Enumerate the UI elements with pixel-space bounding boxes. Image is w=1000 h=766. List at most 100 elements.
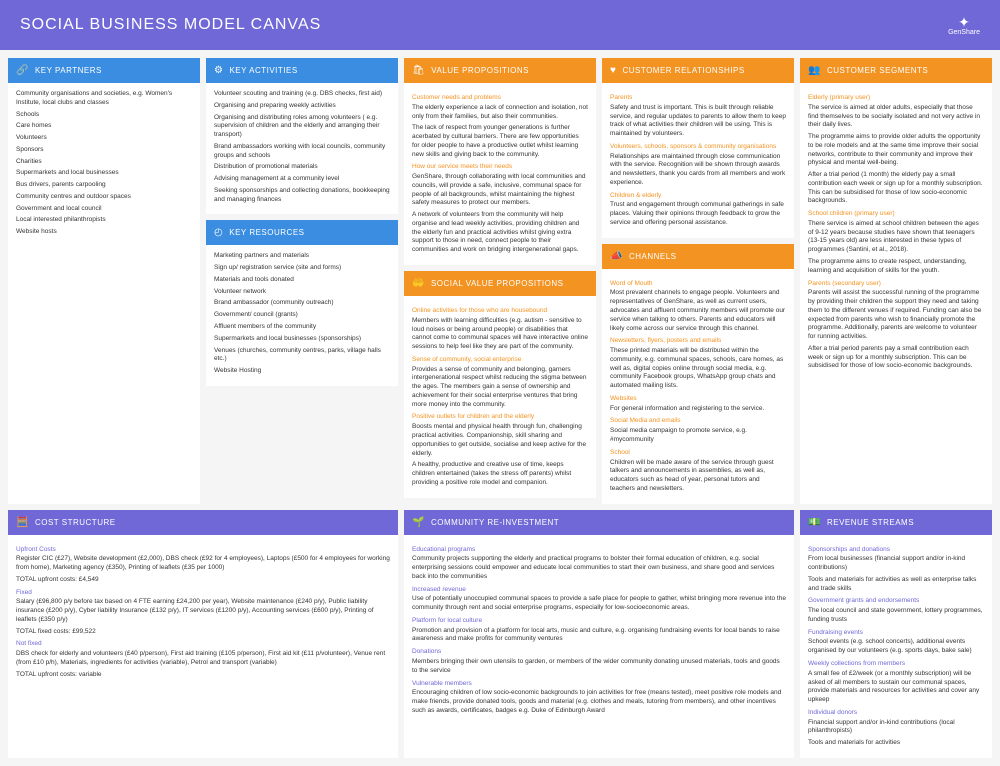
text: GenShare, through collaborating with loc… xyxy=(412,173,588,208)
card-body: Sponsorships and donations From local bu… xyxy=(800,535,992,758)
subhead: How our service meets their needs xyxy=(412,163,588,172)
text: Members bringing their own utensils to g… xyxy=(412,658,786,676)
card-header: 🛍 VALUE PROPOSITIONS xyxy=(404,58,596,83)
card-header: ⚙ KEY ACTIVITIES xyxy=(206,58,398,83)
text: Promotion and provision of a platform fo… xyxy=(412,627,786,645)
list-item: Website Hosting xyxy=(214,367,390,376)
card-body: Volunteer scouting and training (e.g. DB… xyxy=(206,83,398,214)
card-body: Word of Mouth Most prevalent channels to… xyxy=(602,269,794,504)
subhead: Individual donors xyxy=(808,709,984,718)
card-customer-segments: 👥 CUSTOMER SEGMENTS Elderly (primary use… xyxy=(800,58,992,504)
text: A network of volunteers from the communi… xyxy=(412,211,588,255)
hands-icon: 🤲 xyxy=(412,278,425,289)
list-item: Care homes xyxy=(16,122,192,131)
total: TOTAL upfront costs: variable xyxy=(16,671,390,680)
text: For general information and registering … xyxy=(610,405,786,414)
card-body: Online activities for those who are hous… xyxy=(404,296,596,498)
list-item: Advising management at a community level xyxy=(214,175,390,184)
list-item: Schools xyxy=(16,111,192,120)
card-body: Community organisations and societies, e… xyxy=(8,83,200,504)
subhead: Customer needs and problems xyxy=(412,94,588,103)
list-item: Seeking sponsorships and collecting dona… xyxy=(214,187,390,205)
card-body: Upfront Costs Register CIC (£27), Websit… xyxy=(8,535,398,758)
partners-list: Community organisations and societies, e… xyxy=(16,90,192,237)
list-item: Brand ambassador (community outreach) xyxy=(214,299,390,308)
text: Financial support and/or in-kind contrib… xyxy=(808,719,984,737)
total: TOTAL upfront costs: £4,549 xyxy=(16,576,390,585)
card-title: COST STRUCTURE xyxy=(35,518,116,527)
brand-name: GenShare xyxy=(948,29,980,36)
card-value-propositions: 🛍 VALUE PROPOSITIONS Customer needs and … xyxy=(404,58,596,265)
list-item: Government and local council xyxy=(16,205,192,214)
list-item: Distribution of promotional materials xyxy=(214,163,390,172)
card-social-value: 🤲 SOCIAL VALUE PROPOSITIONS Online activ… xyxy=(404,271,596,498)
card-title: CHANNELS xyxy=(629,252,677,261)
heart-icon: ♥ xyxy=(610,65,616,76)
subhead: Weekly collections from members xyxy=(808,660,984,669)
list-item: Volunteer network xyxy=(214,288,390,297)
col-relationships-channels: ♥ CUSTOMER RELATIONSHIPS Parents Safety … xyxy=(602,58,794,504)
subhead: Fixed xyxy=(16,589,390,598)
briefcase-icon: 🛍 xyxy=(412,65,425,76)
text: A healthy, productive and creative use o… xyxy=(412,461,588,487)
subhead: School children (primary user) xyxy=(808,210,984,219)
subhead: Online activities for those who are hous… xyxy=(412,307,588,316)
card-body: Marketing partners and materialsSign up/… xyxy=(206,245,398,385)
text: Salary (£96,800 p/y before tax based on … xyxy=(16,598,390,624)
list-item: Community centres and outdoor spaces xyxy=(16,193,192,202)
card-title: KEY PARTNERS xyxy=(35,66,102,75)
card-header: ♥ CUSTOMER RELATIONSHIPS xyxy=(602,58,794,83)
text: Children will be made aware of the servi… xyxy=(610,459,786,494)
money-icon: 💵 xyxy=(808,517,821,528)
card-key-partners: 🔗 KEY PARTNERS Community organisations a… xyxy=(8,58,200,504)
subhead: Websites xyxy=(610,395,786,404)
card-cost-structure: 🧮 COST STRUCTURE Upfront Costs Register … xyxy=(8,510,398,758)
text: The programme aims to provide older adul… xyxy=(808,133,984,168)
subhead: Educational programs xyxy=(412,546,786,555)
text: After a trial period parents pay a small… xyxy=(808,345,984,371)
list-item: Volunteers xyxy=(16,134,192,143)
list-item: Supermarkets and local businesses (spons… xyxy=(214,335,390,344)
growth-icon: 🌱 xyxy=(412,517,425,528)
total: TOTAL fixed costs: £99,522 xyxy=(16,628,390,637)
subhead: Volunteers, schools, sponsors & communit… xyxy=(610,143,786,152)
clock-icon: ◴ xyxy=(214,227,223,238)
subhead: Elderly (primary user) xyxy=(808,94,984,103)
card-title: VALUE PROPOSITIONS xyxy=(431,66,529,75)
logo-icon: ✦ xyxy=(948,15,980,29)
card-header: ◴ KEY RESOURCES xyxy=(206,220,398,245)
text: Parents will assist the successful runni… xyxy=(808,289,984,342)
card-header: 🤲 SOCIAL VALUE PROPOSITIONS xyxy=(404,271,596,296)
list-item: Volunteer scouting and training (e.g. DB… xyxy=(214,90,390,99)
text: Relationships are maintained through clo… xyxy=(610,153,786,188)
text: Tools and materials for activities as we… xyxy=(808,576,984,594)
card-customer-relationships: ♥ CUSTOMER RELATIONSHIPS Parents Safety … xyxy=(602,58,794,238)
card-title: CUSTOMER SEGMENTS xyxy=(827,66,928,75)
list-item: Local interested philanthropists xyxy=(16,216,192,225)
text: Most prevalent channels to engage people… xyxy=(610,289,786,333)
text: The programme aims to create respect, un… xyxy=(808,258,984,276)
card-title: CUSTOMER RELATIONSHIPS xyxy=(622,66,744,75)
list-item: Venues (churches, community centres, par… xyxy=(214,347,390,365)
subhead: Social Media and emails xyxy=(610,417,786,426)
card-body: Customer needs and problems The elderly … xyxy=(404,83,596,265)
text: Safety and trust is important. This is b… xyxy=(610,104,786,139)
resources-list: Marketing partners and materialsSign up/… xyxy=(214,252,390,375)
text: School events (e.g. school concerts), ad… xyxy=(808,638,984,656)
subhead: Government grants and endorsements xyxy=(808,597,984,606)
card-community-reinvestment: 🌱 COMMUNITY RE-INVESTMENT Educational pr… xyxy=(404,510,794,758)
subhead: Increased revenue xyxy=(412,586,786,595)
card-title: KEY ACTIVITIES xyxy=(229,66,297,75)
list-item: Website hosts xyxy=(16,228,192,237)
card-title: REVENUE STREAMS xyxy=(827,518,914,527)
text: Use of potentially unoccupied communal s… xyxy=(412,595,786,613)
card-body: Elderly (primary user) The service is ai… xyxy=(800,83,992,504)
subhead: Word of Mouth xyxy=(610,280,786,289)
list-item: Supermarkets and local businesses xyxy=(16,169,192,178)
col-activities-resources: ⚙ KEY ACTIVITIES Volunteer scouting and … xyxy=(206,58,398,504)
text: Register CIC (£27), Website development … xyxy=(16,555,390,573)
text: From local businesses (financial support… xyxy=(808,555,984,573)
text: DBS check for elderly and volunteers (£4… xyxy=(16,650,390,668)
subhead: Children & elderly xyxy=(610,192,786,201)
text: Social media campaign to promote service… xyxy=(610,427,786,445)
